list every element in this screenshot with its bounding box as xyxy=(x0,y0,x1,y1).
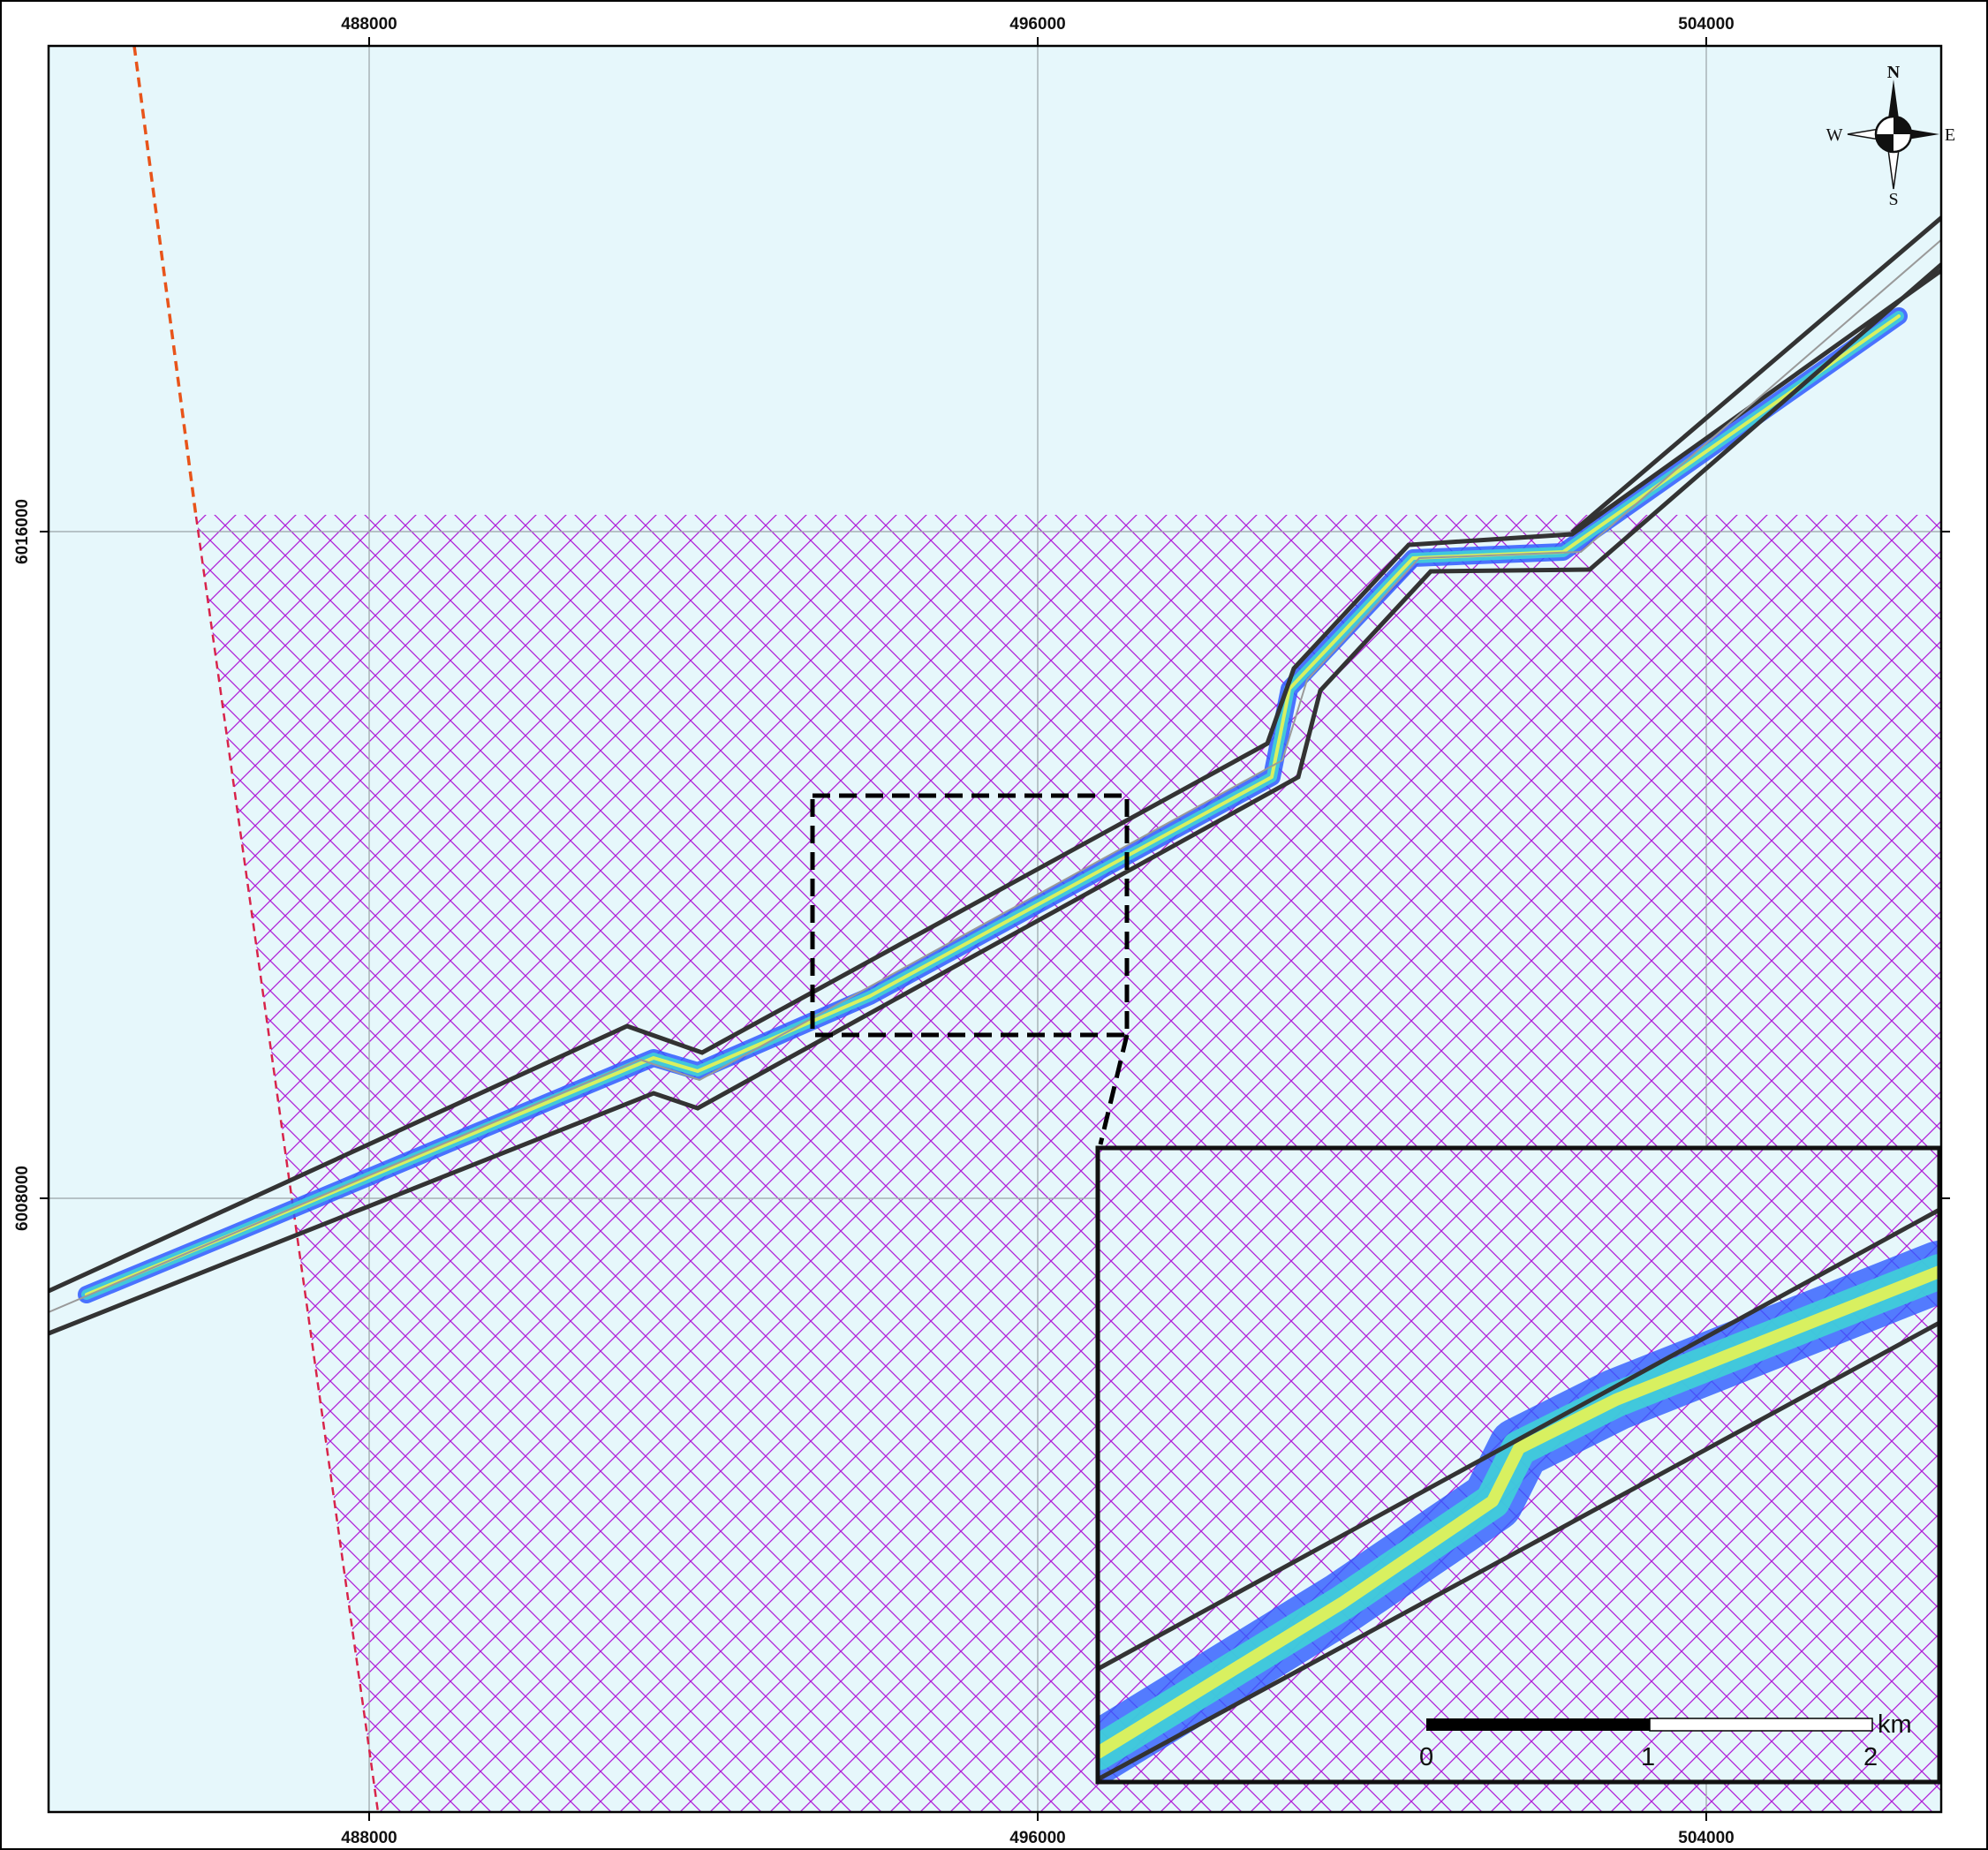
scale-bar-white-segment xyxy=(1649,1718,1873,1732)
scale-bar-black-segment xyxy=(1426,1718,1650,1731)
x-tick-top-504000: 504000 xyxy=(1678,15,1734,34)
compass-w: W xyxy=(1826,125,1843,145)
inset-corridor-lower xyxy=(1098,1320,1939,1782)
scale-bar-label-2: 2 xyxy=(1863,1743,1878,1771)
inset-corridor-upper xyxy=(1098,1207,1939,1672)
corridor-lower xyxy=(49,261,1941,1336)
boundary-line-lower xyxy=(194,516,380,1812)
compass-e: E xyxy=(1945,125,1955,145)
tick-marks xyxy=(40,37,1950,1821)
route-centerline xyxy=(49,238,1941,1313)
y-tick-left-6016000: 6016000 xyxy=(13,499,32,564)
north-arrow-icon: N S W E xyxy=(1826,63,1956,209)
scale-bar-label-0: 0 xyxy=(1419,1743,1433,1771)
inset-plume-core xyxy=(1098,1265,1939,1759)
x-tick-bottom-488000: 488000 xyxy=(341,1829,397,1847)
corridor-upper xyxy=(49,268,1941,1294)
x-tick-bottom-504000: 504000 xyxy=(1678,1829,1734,1847)
axis-labels: 488000 496000 504000 488000 496000 50400… xyxy=(13,15,1735,1847)
zoom-connector xyxy=(1098,1034,1130,1145)
inset-map: 0 1 2 km xyxy=(1095,1145,1942,1785)
x-tick-bottom-496000: 496000 xyxy=(1009,1829,1065,1847)
scale-bar: 0 1 2 km xyxy=(1419,1710,1912,1771)
scale-bar-label-1: 1 xyxy=(1641,1743,1655,1771)
x-tick-top-496000: 496000 xyxy=(1009,15,1065,34)
y-tick-left-6008000: 6008000 xyxy=(13,1166,32,1231)
corridor-upper-outer xyxy=(1570,215,1941,534)
compass-n: N xyxy=(1887,63,1901,82)
zoom-extent-box xyxy=(810,793,1130,1038)
inset-frame xyxy=(1095,1145,1942,1785)
compass-s: S xyxy=(1888,190,1898,209)
scale-bar-unit: km xyxy=(1878,1710,1912,1739)
map-frame xyxy=(47,44,1943,1814)
x-tick-top-488000: 488000 xyxy=(341,15,397,34)
